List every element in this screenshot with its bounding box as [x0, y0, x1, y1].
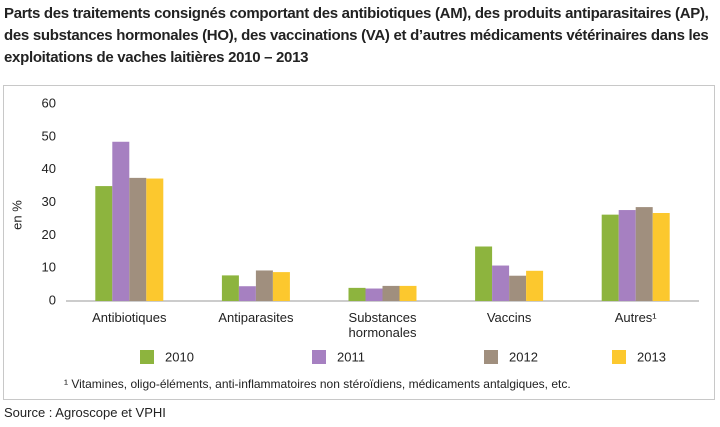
- x-tick-label: Autres¹: [614, 310, 657, 325]
- bar: [272, 272, 290, 301]
- y-tick-label: 20: [42, 227, 56, 242]
- legend-label: 2011: [337, 349, 365, 364]
- bar: [492, 265, 510, 301]
- x-tick-label: Antibiotiques: [92, 310, 167, 325]
- y-tick-label: 30: [42, 194, 56, 209]
- legend-label: 2013: [637, 349, 666, 364]
- footnote: ¹ Vitamines, oligo-éléments, anti-inflam…: [64, 377, 571, 391]
- x-tick-label: Antiparasites: [218, 310, 294, 325]
- bar: [146, 178, 164, 301]
- bar: [601, 214, 619, 301]
- legend-label: 2010: [165, 349, 194, 364]
- bar: [652, 213, 670, 301]
- bar: [221, 275, 239, 301]
- legend-swatch: [312, 350, 326, 364]
- chart-frame: [3, 85, 715, 400]
- bar: [526, 270, 544, 301]
- legend-swatch: [484, 350, 498, 364]
- y-tick-label: 60: [42, 95, 56, 110]
- bar: [348, 287, 366, 301]
- bar: [399, 285, 417, 301]
- bar: [475, 246, 493, 301]
- y-axis-label: en %: [9, 200, 24, 230]
- x-tick-label: Substances hormonales: [348, 310, 417, 340]
- y-tick-label: 0: [49, 292, 56, 307]
- x-tick-label: Vaccins: [486, 310, 532, 325]
- bar: [365, 288, 383, 301]
- bar: [618, 210, 636, 301]
- bar: [112, 141, 130, 301]
- bar: [382, 285, 400, 301]
- bar: [238, 286, 256, 301]
- y-tick-label: 50: [42, 128, 56, 143]
- chart-title: Parts des traitements consignés comporta…: [4, 5, 709, 66]
- y-tick-label: 40: [42, 161, 56, 176]
- legend-label: 2012: [509, 349, 538, 364]
- bar: [255, 270, 273, 301]
- bar: [509, 275, 527, 301]
- bar: [129, 177, 147, 301]
- legend-swatch: [140, 350, 154, 364]
- legend-swatch: [612, 350, 626, 364]
- bar: [635, 207, 653, 301]
- bar: [95, 186, 113, 301]
- source: Source : Agroscope et VPHI: [4, 405, 166, 420]
- y-tick-label: 10: [42, 260, 56, 275]
